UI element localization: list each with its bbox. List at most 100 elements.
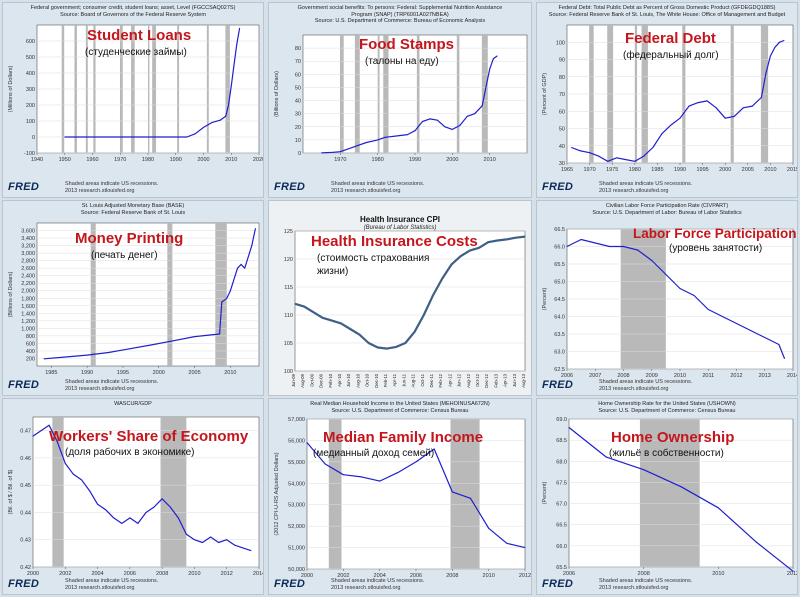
data-point [395, 135, 397, 137]
y-tick-label: 200 [26, 103, 35, 109]
x-tick-label: Oct-12 [475, 373, 480, 387]
panel-title: Food Stamps [359, 36, 455, 53]
fred-logo: FRED [8, 379, 40, 391]
data-point [459, 124, 461, 126]
y-tick-label: 200 [26, 356, 35, 362]
data-point [32, 435, 34, 437]
x-tick-label: 2012 [730, 373, 742, 379]
y-tick-label: 1,400 [21, 311, 35, 317]
data-point [113, 517, 115, 519]
panel-subtitle: (печать денег) [91, 250, 158, 261]
plot-area [294, 230, 526, 372]
data-point [715, 107, 717, 109]
data-point [470, 497, 471, 499]
y-tick-label: 60 [559, 109, 565, 115]
x-tick-label: 2006 [561, 373, 573, 379]
data-point [80, 479, 82, 481]
y-tick-label: 100 [556, 40, 565, 46]
data-point [736, 323, 737, 324]
x-tick-label: 2010 [764, 167, 776, 173]
x-tick-label: Jun-11 [401, 373, 406, 386]
y-tick-label: 105 [284, 341, 293, 347]
x-tick-label: 1960 [86, 157, 98, 163]
data-point [86, 354, 88, 356]
series-line [321, 55, 498, 154]
x-tick-label: 2007 [589, 373, 601, 379]
data-point [175, 136, 177, 138]
recession-band [52, 417, 64, 567]
x-tick-label: 2020 [253, 157, 263, 163]
x-tick-label: 2010 [225, 157, 237, 163]
data-point [169, 506, 171, 508]
data-point [137, 522, 139, 524]
y-axis-label: (Bil. of $ / Bil. of $) [8, 469, 14, 514]
federal-debt-panel: Federal Debt: Total Public Debt as Perce… [536, 2, 798, 198]
y-tick-label: 30 [295, 112, 301, 118]
footer-note: Shaded areas indicate US recessions. 2013… [599, 578, 693, 591]
x-tick-label: 2000 [153, 370, 165, 376]
data-point [151, 344, 153, 346]
data-point [496, 240, 498, 242]
x-tick-label: Feb-13 [493, 373, 498, 387]
data-point [43, 358, 45, 360]
recession-band [354, 35, 360, 153]
footer-note: Shaded areas indicate US recessions. 2013… [65, 181, 159, 194]
fred-logo: FRED [8, 181, 40, 193]
x-tick-label: 2000 [197, 157, 209, 163]
data-point [211, 122, 213, 124]
footer-note: Shaded areas indicate US recessions. 2013… [599, 181, 693, 194]
data-point [78, 136, 80, 138]
series-header: Government social benefits: To persons: … [297, 5, 503, 25]
x-tick-label: 2012 [519, 573, 531, 579]
y-tick-label: 53,000 [288, 503, 305, 509]
y-tick-label: 67.5 [556, 480, 567, 486]
y-tick-label: 3,200 [21, 244, 35, 250]
x-tick-label: Jun-10 [346, 373, 351, 387]
data-point [594, 242, 596, 244]
y-tick-label: 600 [26, 341, 35, 347]
x-tick-label: 2012 [787, 571, 797, 577]
data-point [764, 337, 766, 338]
series-header: Federal Debt: Total Public Debt as Perce… [548, 5, 786, 18]
data-point [395, 346, 397, 348]
y-tick-label: 3,400 [21, 236, 35, 242]
data-point [72, 473, 74, 475]
data-point [129, 517, 131, 519]
data-point [792, 570, 794, 572]
data-point [365, 142, 367, 144]
series-header: Civilian Labor Force Participation Rate … [592, 203, 742, 216]
y-tick-label: 67.0 [556, 502, 567, 508]
y-tick-label: 66.0 [556, 544, 567, 550]
data-point [161, 498, 163, 500]
y-tick-label: 52,000 [288, 524, 305, 530]
panel-title: Federal Debt [625, 30, 716, 47]
x-tick-label: 1970 [114, 157, 126, 163]
x-tick-label: 2013 [759, 373, 771, 379]
data-point [254, 228, 256, 230]
data-point [240, 263, 242, 265]
data-point [324, 463, 326, 465]
y-tick-label: 65.5 [556, 565, 567, 571]
data-point [185, 533, 187, 535]
data-point [665, 274, 667, 275]
data-point [623, 246, 624, 247]
data-point [147, 136, 149, 138]
data-point [358, 144, 360, 146]
data-point [688, 105, 690, 107]
x-tick-label: 2004 [91, 571, 103, 577]
y-tick-label: 51,000 [288, 546, 305, 552]
food-stamps-panel: Government social benefits: To persons: … [268, 2, 532, 198]
data-point [229, 290, 231, 292]
recession-band [215, 223, 227, 366]
data-point [469, 250, 471, 252]
y-tick-label: 0 [298, 151, 301, 157]
panel-title: Health Insurance Costs [311, 233, 478, 250]
series-header: Real Median Household Income in the Unit… [310, 401, 490, 414]
fred-logo: FRED [542, 181, 574, 193]
series-header: WASCUR/GDP [114, 401, 152, 407]
y-tick-label: 2,400 [21, 274, 35, 280]
recession-band [383, 35, 389, 153]
x-tick-label: Aug-10 [355, 373, 360, 387]
data-point [661, 133, 663, 135]
